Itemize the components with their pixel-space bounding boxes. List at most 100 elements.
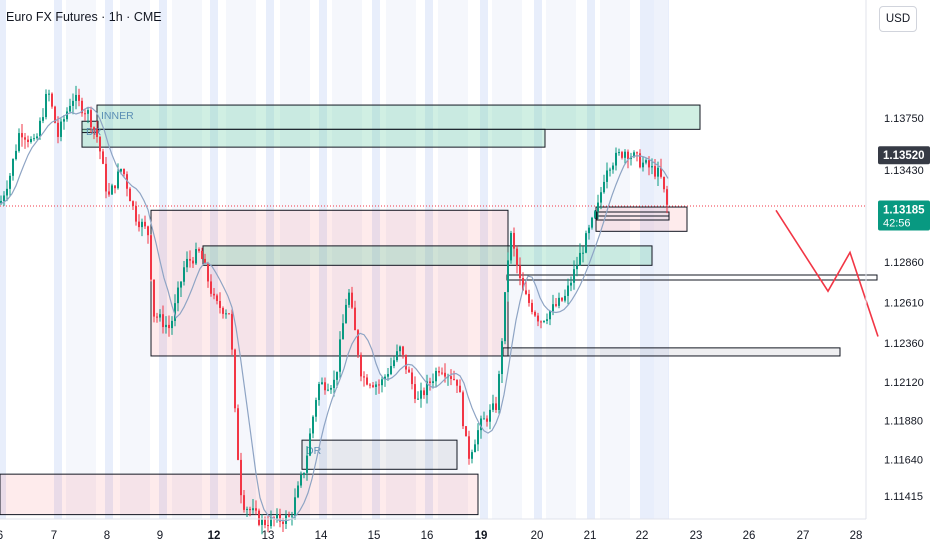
candle-body [234,349,236,409]
candle-body [18,133,20,151]
zone-label: INNER [101,110,134,122]
candle-body [165,324,167,328]
candle-body [192,260,194,264]
candle-body [297,485,299,498]
candle-body [387,374,389,377]
candle-body [180,281,182,288]
candle-body [405,354,407,370]
candle-body [144,221,146,227]
candle-body [543,320,545,322]
candle-body [540,321,542,323]
candle-body [327,389,329,391]
time-axis[interactable]: 6 7 8 9 12 13 14 15 16 19 20 21 22 23 26 27 28 [0,530,862,542]
session-band [319,0,327,519]
candle-body [588,227,590,234]
candle-body [315,400,317,417]
candle-body [468,436,470,459]
candle-body [72,100,74,106]
candle-body [27,139,29,142]
candle-body [555,304,557,306]
session-band [266,0,274,519]
session-band [480,0,488,519]
zone-box [502,347,841,357]
candle-body [183,267,185,282]
candle-body [375,384,377,387]
candle-body [156,316,158,318]
candle-body [225,313,227,315]
candle-body [231,313,233,350]
candle-body [324,382,326,391]
candle-body [78,94,80,101]
candle-body [474,444,476,453]
price-tick-label: 1.13430 [884,165,924,177]
zone-box [301,439,458,470]
candle-body [6,188,8,196]
candle-body [333,379,335,388]
price-tick-label: 1.11415 [884,491,923,503]
candle-body [288,515,290,517]
price-axis[interactable]: 1.13750 1.13430 1.12860 1.12610 1.12360 1.121… [884,113,924,503]
candle-body [618,152,620,154]
session-band [105,0,113,519]
candle-body [582,252,584,254]
candle-body [57,122,59,137]
candle-body [417,398,419,400]
candle-body [459,385,461,393]
candle-body [51,93,53,107]
candle-body [0,201,2,204]
time-tick-label: 20 [531,530,544,542]
candle-body [303,472,305,475]
candle-body [132,201,134,207]
candle-body [486,418,488,422]
candle-body [660,167,662,177]
session-band [425,0,433,519]
candle-body [438,370,440,373]
candle-body [285,515,287,524]
candle-body [609,169,611,171]
candle-body [594,211,596,218]
candle-body [477,430,479,445]
session-band [54,0,62,519]
candle-body [108,191,110,195]
currency-button[interactable]: USD [879,6,917,32]
candle-body [537,315,539,322]
time-tick-label: 19 [475,530,488,542]
candle-body [153,279,155,317]
candle-body [402,346,404,355]
projection-path [775,209,879,337]
candle-body [186,258,188,268]
candle-body [129,188,131,202]
candle-body [276,514,278,520]
candle-body [219,300,221,308]
candle-body [123,168,125,175]
candle-body [444,372,446,377]
candle-body [462,392,464,427]
candle-body [396,351,398,361]
candle-body [525,290,527,294]
candle-body [150,235,152,280]
zone-box [202,245,653,266]
candle-body [492,403,494,410]
candle-body [471,452,473,459]
candle-body [585,233,587,253]
candle-body [414,384,416,399]
zone-box [150,209,509,357]
candle-body [87,110,89,114]
candle-body [345,304,347,324]
session-band [386,0,416,519]
time-tick-label: 27 [797,530,810,542]
candle-body [21,133,23,138]
candle-body [534,311,536,316]
price-tick-label: 1.13750 [884,113,924,125]
candle-body [552,304,554,312]
price-tick-label: 1.12610 [884,298,924,310]
candle-body [279,514,281,522]
price-label-text: 1.13520 [883,150,925,162]
candle-body [336,371,338,380]
time-tick-label: 23 [690,530,703,542]
candle-body [633,152,635,157]
price-label-box [878,146,930,165]
candle-body [357,330,359,355]
candle-body [294,497,296,516]
